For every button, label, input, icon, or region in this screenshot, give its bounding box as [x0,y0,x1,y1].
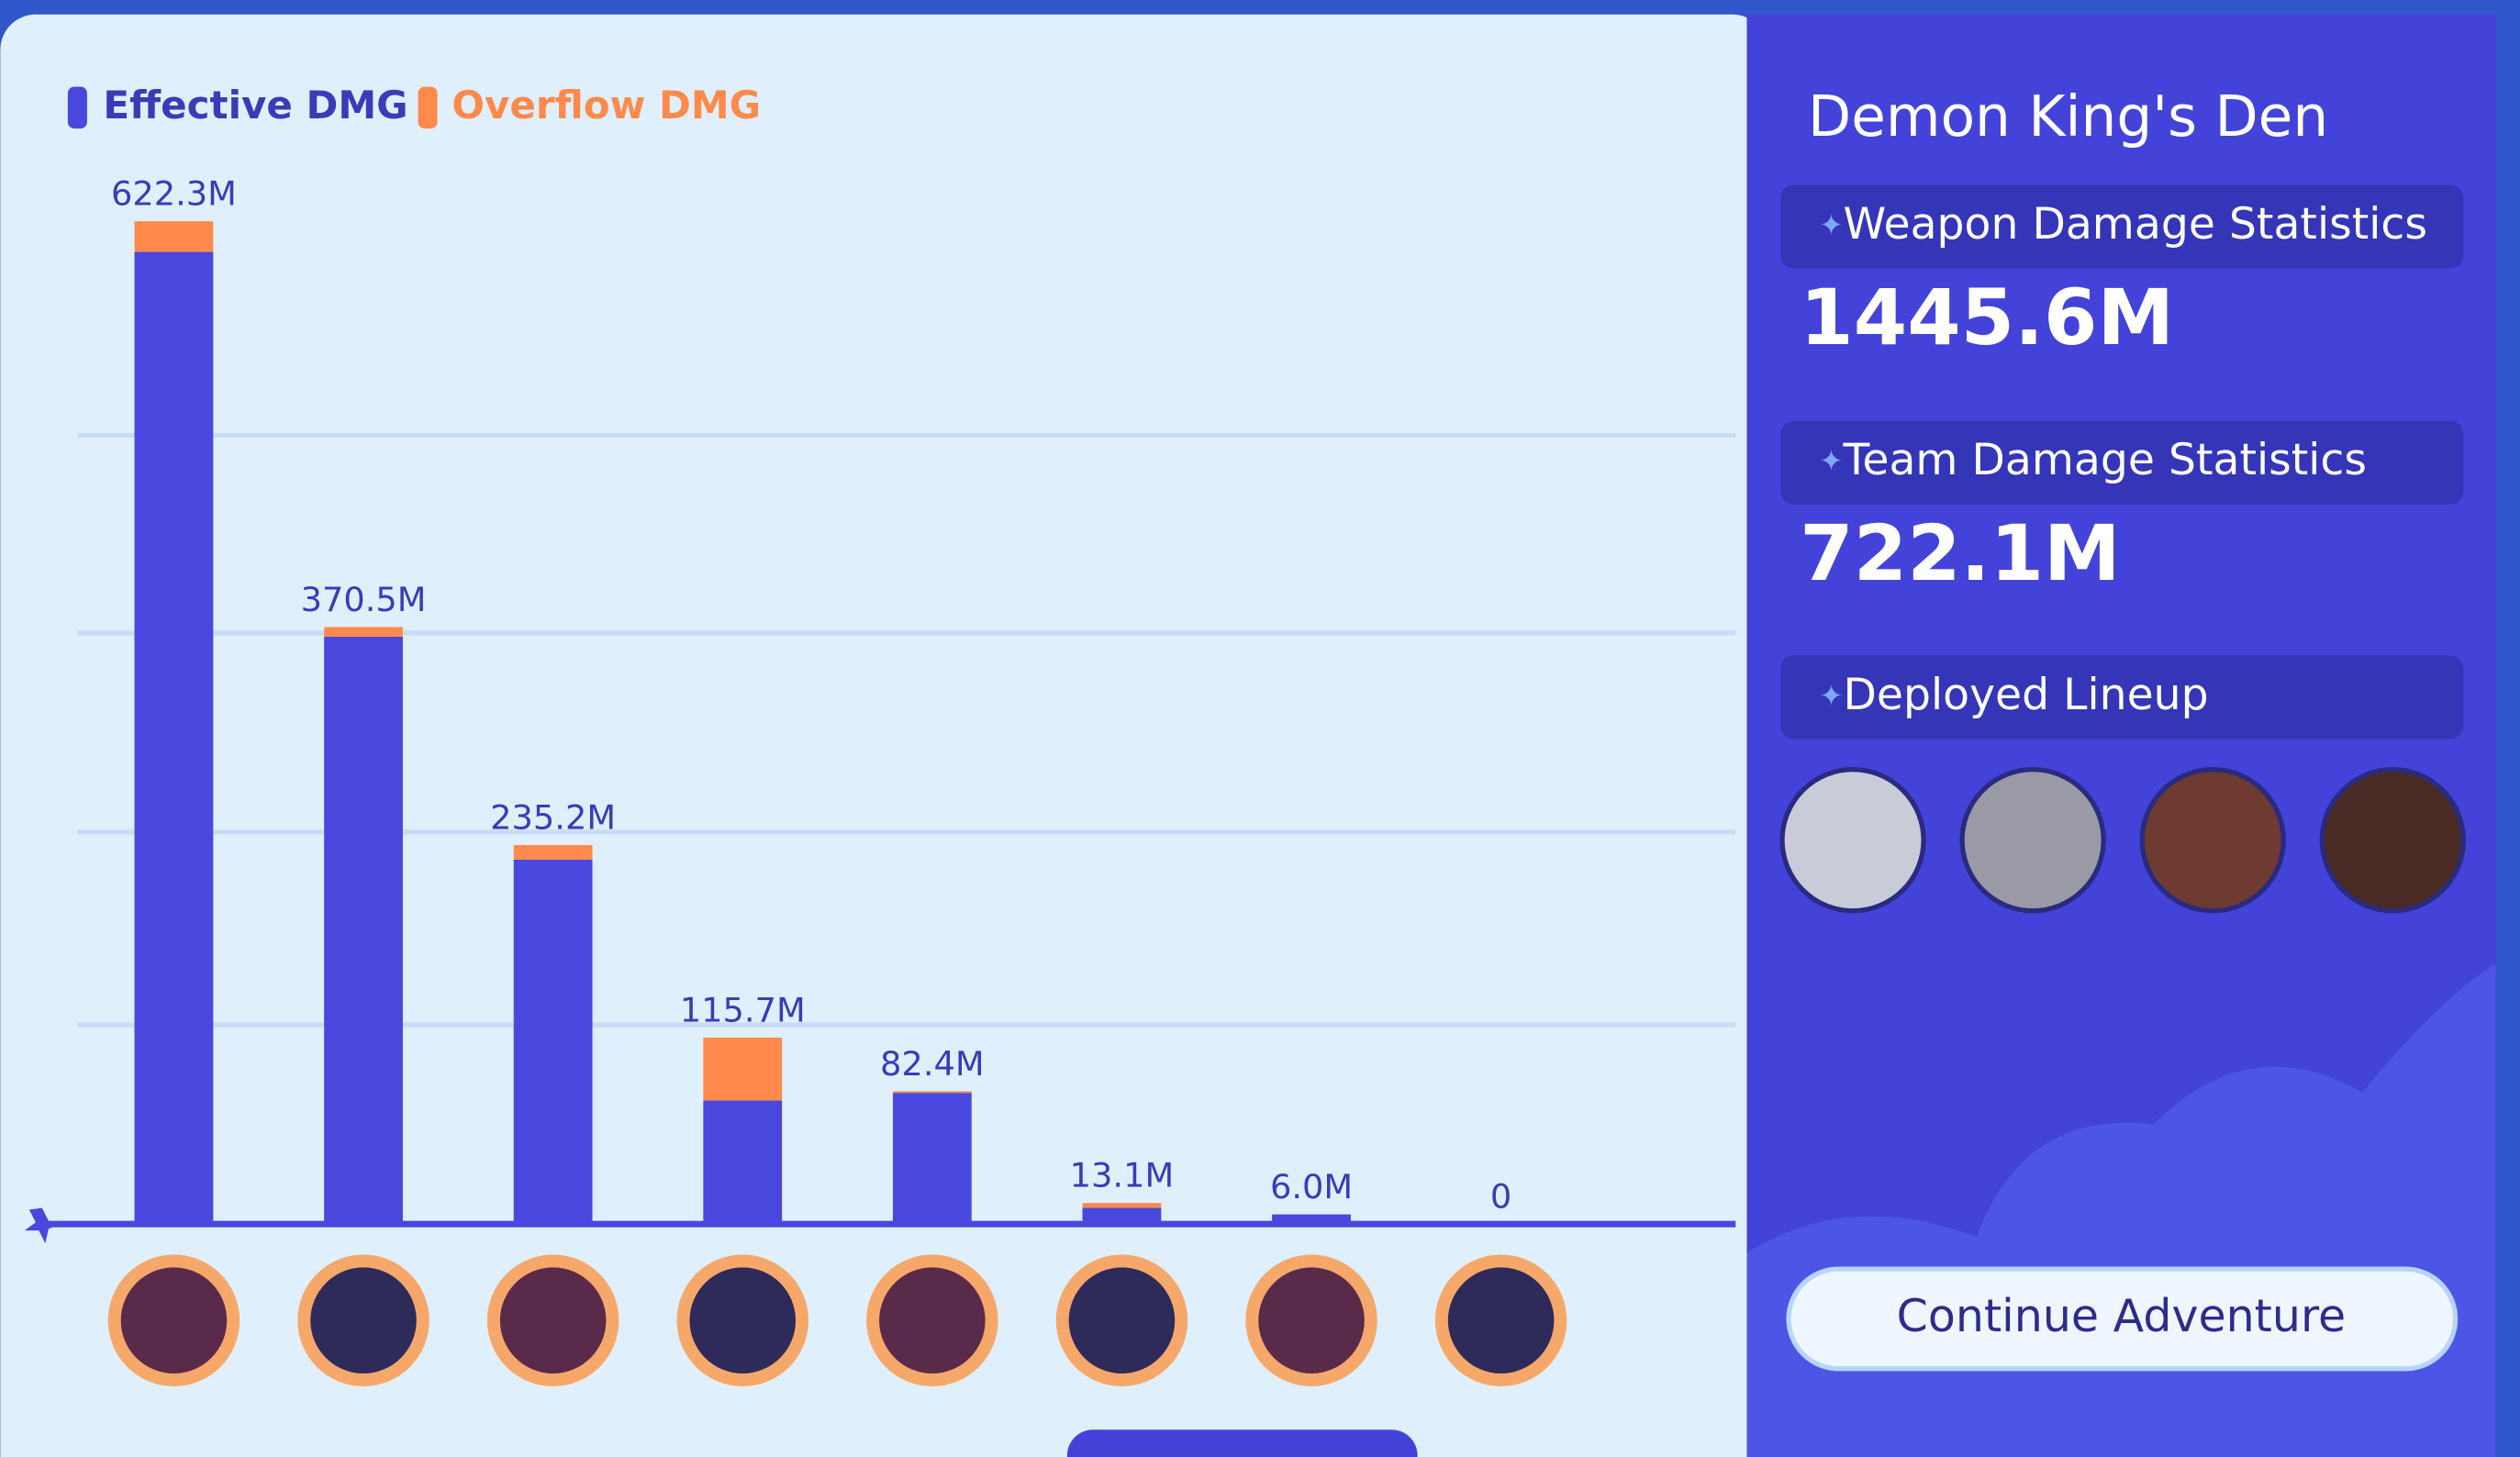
weapon-icon [1447,1267,1555,1374]
avatar[interactable] [2319,767,2466,914]
weapon-icon [1258,1267,1365,1374]
value-label: 115.7M [680,990,806,1029]
value-label: 82.4M [880,1044,985,1084]
section-header [1780,655,2464,740]
legend-swatch [418,86,438,129]
bar-segment [134,251,214,1225]
section-header [1780,420,2464,505]
weapon-icon [879,1267,986,1374]
weapon-icon [120,1267,228,1374]
bar-segment [1272,1214,1351,1225]
legend-label: Effective DMG [103,83,407,128]
bar-segment [1082,1207,1162,1225]
continue-button[interactable] [1786,1266,2459,1372]
bar-segment [134,221,214,252]
lineup [1779,767,2466,914]
stat-value: 1445.6M [1800,272,2174,362]
bar-segment [892,1091,972,1094]
bar-segment [513,859,593,1225]
bars: 622.3M 370.5M 235.2M 115.7M 82.4M 13.1M 6.0M 0 [107,174,1567,1386]
bullet: ✦ [1819,445,1843,478]
stat-value: 722.1M [1800,508,2120,598]
avatar[interactable] [2139,767,2286,914]
bar-segment [513,845,593,860]
value-label: 13.1M [1070,1156,1175,1196]
bottom-tab [1066,1429,1418,1457]
section-header [1780,184,2464,269]
value-label: 0 [1490,1177,1511,1217]
legend-label: Overflow DMG [452,83,761,128]
bullet: ✦ [1819,209,1843,242]
section-heading: Team Damage Statistics [1843,435,2367,485]
value-label: 370.5M [301,580,427,619]
bar-segment [703,1037,783,1101]
avatar[interactable] [1779,767,1926,914]
bar-segment [703,1100,783,1225]
weapon-icon [689,1267,797,1374]
bar-segment [892,1093,972,1225]
weapon-icon [1068,1267,1176,1374]
bar-segment [1082,1203,1162,1208]
bullet: ✦ [1819,680,1843,713]
chart-panel [0,14,1768,1457]
weapon-icon [310,1267,417,1374]
bar-segment [324,636,403,1225]
section-heading: Deployed Lineup [1844,670,2209,720]
axis-star [24,1207,61,1244]
button-label[interactable]: Continue Adventure [1897,1289,2347,1342]
bar-segment [324,627,403,637]
avatar[interactable] [1959,767,2106,914]
section-heading: Weapon Damage Statistics [1844,199,2427,250]
legend-swatch [67,86,87,129]
panel-title: Demon King's Den [1808,84,2328,150]
weapon-icon [499,1267,607,1374]
value-label: 622.3M [111,174,237,214]
value-label: 6.0M [1270,1167,1353,1207]
value-label: 235.2M [490,798,616,838]
